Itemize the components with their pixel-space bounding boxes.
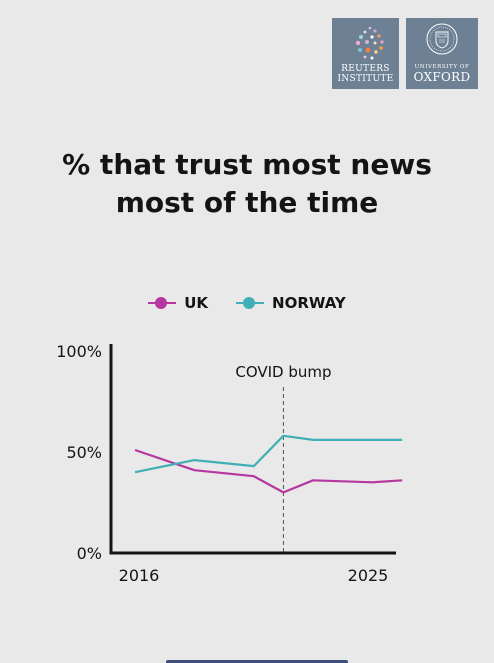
chart-title-line2: most of the time (115, 186, 379, 219)
reuters-logo-line1: REUTERS (341, 64, 390, 74)
oxford-logo-line2: OXFORD (413, 70, 471, 84)
legend-label-norway: NORWAY (272, 294, 346, 312)
legend-dot-uk (155, 297, 168, 309)
chart-title-line1: % that trust most news (62, 148, 432, 181)
logos: REUTERS INSTITUTE UNIVERSITY OF OXFORD (332, 18, 478, 89)
y-tick-label: 100% (56, 342, 102, 361)
legend-item-norway: NORWAY (236, 294, 346, 312)
oxford-logo-line1: UNIVERSITY OF (414, 63, 470, 70)
x-tick-label: 2025 (348, 566, 389, 585)
legend: UK NORWAY (0, 294, 494, 312)
reuters-institute-logo: REUTERS INSTITUTE (332, 18, 399, 89)
oxford-crest-icon (426, 23, 458, 55)
university-of-oxford-logo: UNIVERSITY OF OXFORD (406, 18, 478, 89)
reuters-dots-icon (355, 26, 384, 60)
legend-swatch-norway (236, 297, 265, 309)
bottom-bar (166, 660, 348, 663)
x-tick-label: 2016 (119, 566, 160, 585)
series-line-uk (134, 448, 403, 494)
y-tick-label: 0% (77, 544, 102, 563)
legend-label-uk: UK (184, 294, 209, 312)
covid-annotation-label: COVID bump (235, 363, 331, 381)
series-line-norway (134, 434, 403, 474)
y-tick-label: 50% (66, 443, 102, 462)
legend-swatch-uk (148, 297, 177, 309)
reuters-logo-line2: INSTITUTE (337, 74, 394, 84)
legend-item-uk: UK (148, 294, 208, 312)
legend-dot-norway (243, 297, 256, 309)
chart-title: % that trust most news most of the time (0, 146, 494, 222)
